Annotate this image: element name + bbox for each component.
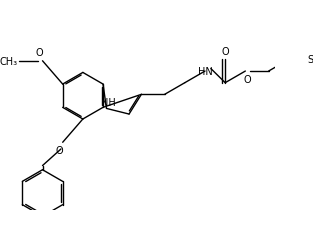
Text: HN: HN	[198, 67, 213, 77]
Text: Si: Si	[308, 55, 313, 65]
Text: O: O	[221, 47, 229, 57]
Text: CH₃: CH₃	[0, 57, 18, 66]
Text: O: O	[35, 48, 43, 58]
Text: NH: NH	[101, 97, 115, 107]
Text: O: O	[243, 75, 251, 85]
Text: O: O	[55, 145, 63, 155]
